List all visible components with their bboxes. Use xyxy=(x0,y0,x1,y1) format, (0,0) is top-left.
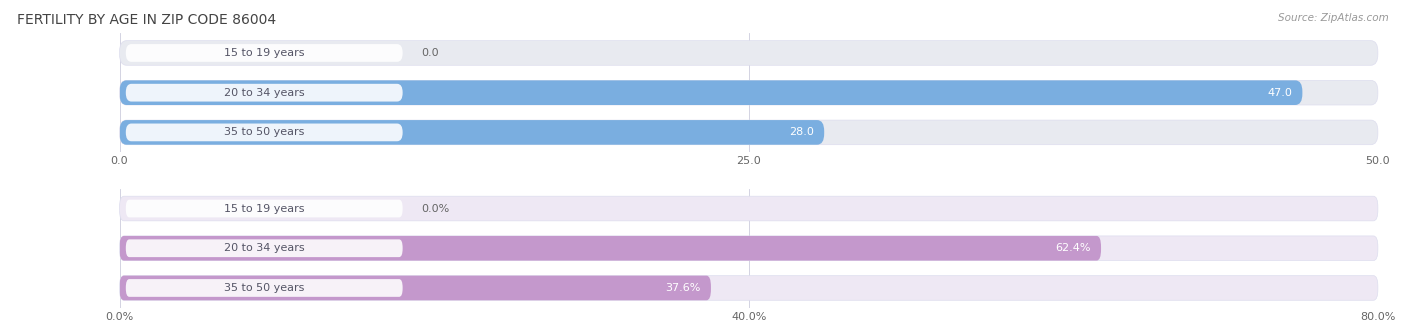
FancyBboxPatch shape xyxy=(120,120,1378,145)
FancyBboxPatch shape xyxy=(120,41,1378,65)
FancyBboxPatch shape xyxy=(125,279,402,297)
Text: 35 to 50 years: 35 to 50 years xyxy=(224,283,305,293)
Text: 28.0: 28.0 xyxy=(789,127,814,137)
FancyBboxPatch shape xyxy=(125,84,402,102)
FancyBboxPatch shape xyxy=(120,276,711,300)
Text: Source: ZipAtlas.com: Source: ZipAtlas.com xyxy=(1278,13,1389,23)
Text: 35 to 50 years: 35 to 50 years xyxy=(224,127,305,137)
FancyBboxPatch shape xyxy=(125,200,402,217)
FancyBboxPatch shape xyxy=(120,80,1302,105)
FancyBboxPatch shape xyxy=(120,236,1378,260)
FancyBboxPatch shape xyxy=(120,80,1378,105)
FancyBboxPatch shape xyxy=(125,123,402,141)
FancyBboxPatch shape xyxy=(120,120,824,145)
Text: 0.0%: 0.0% xyxy=(422,204,450,213)
FancyBboxPatch shape xyxy=(120,196,1378,221)
FancyBboxPatch shape xyxy=(120,276,1378,300)
Text: 47.0: 47.0 xyxy=(1267,88,1292,98)
Text: 37.6%: 37.6% xyxy=(665,283,700,293)
Text: 20 to 34 years: 20 to 34 years xyxy=(224,88,305,98)
FancyBboxPatch shape xyxy=(125,44,402,62)
Text: 0.0: 0.0 xyxy=(422,48,439,58)
FancyBboxPatch shape xyxy=(125,239,402,257)
Text: 15 to 19 years: 15 to 19 years xyxy=(224,48,305,58)
Text: 15 to 19 years: 15 to 19 years xyxy=(224,204,305,213)
Text: 20 to 34 years: 20 to 34 years xyxy=(224,243,305,253)
Text: 62.4%: 62.4% xyxy=(1056,243,1091,253)
Text: FERTILITY BY AGE IN ZIP CODE 86004: FERTILITY BY AGE IN ZIP CODE 86004 xyxy=(17,13,276,27)
FancyBboxPatch shape xyxy=(120,236,1101,260)
